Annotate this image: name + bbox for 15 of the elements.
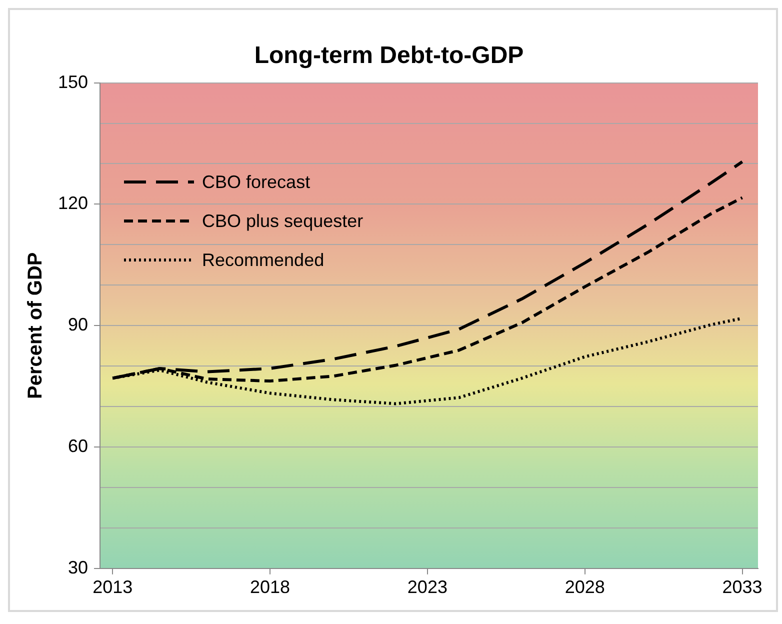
x-tick-label: 2033 <box>722 577 762 598</box>
y-tick-label: 60 <box>68 436 88 456</box>
x-tick-label: 2028 <box>564 577 605 598</box>
x-tick-label: 2018 <box>250 577 290 598</box>
legend-label: CBO plus sequester <box>202 210 364 232</box>
x-tick-label: 2023 <box>407 577 448 598</box>
chart-title: Long-term Debt-to-GDP <box>254 42 524 70</box>
y-tick-label: 120 <box>58 193 88 214</box>
y-axis-title: Percent of GDP <box>24 252 47 399</box>
legend-label: Recommended <box>202 250 324 271</box>
y-tick-label: 150 <box>58 72 88 92</box>
x-tick-label: 2013 <box>92 577 133 598</box>
legend-label: CBO forecast <box>202 172 310 193</box>
y-tick-label: 30 <box>68 557 88 578</box>
y-tick-label: 90 <box>68 314 88 335</box>
